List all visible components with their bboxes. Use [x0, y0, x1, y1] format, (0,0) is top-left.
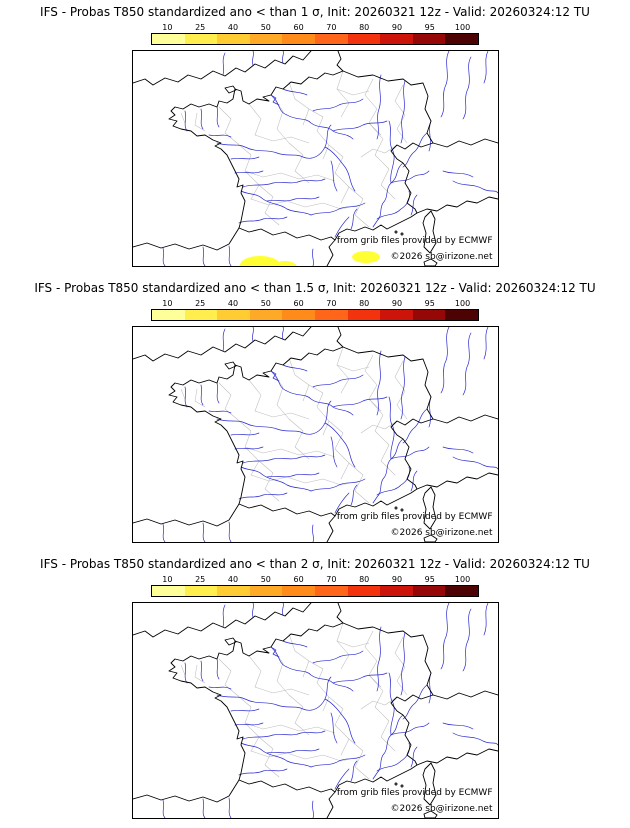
forecast-panel-1point5sigma: IFS - Probas T850 standardized ano < tha…: [0, 276, 630, 552]
colorbar-tick-label: 25: [195, 299, 206, 308]
probability-patch: [351, 251, 380, 263]
probability-patch: [239, 256, 280, 266]
france-map: from grib files provided by ECMWF ©2026 …: [131, 602, 499, 819]
colorbar-segment: [217, 586, 250, 596]
colorbar-gradient: [151, 585, 479, 597]
colorbar-segment: [412, 34, 446, 44]
france-map-svg: [132, 51, 498, 266]
credit-copyright-text: ©2026 sb@irizone.net: [390, 252, 493, 262]
colorbar-tick-label: 100: [454, 23, 471, 32]
colorbar-segment: [217, 310, 250, 320]
colorbar-segment: [282, 586, 315, 596]
colorbar-tick-label: 95: [424, 575, 435, 584]
colorbar-segment: [249, 586, 283, 596]
colorbar-segment: [445, 310, 478, 320]
france-map-geometry: [132, 51, 498, 266]
colorbar-tick-label: 50: [260, 575, 271, 584]
colorbar-tick-label: 10: [162, 575, 173, 584]
colorbar-segment: [152, 34, 185, 44]
colorbar-tick-label: 100: [454, 299, 471, 308]
colorbar-tick-label: 70: [326, 23, 337, 32]
probability-patch: [272, 261, 297, 266]
colorbar-segment: [347, 586, 381, 596]
colorbar-segment: [445, 34, 478, 44]
colorbar-segment: [412, 310, 446, 320]
colorbar-segment: [184, 586, 218, 596]
colorbar-segment: [152, 586, 185, 596]
colorbar-tick-label: 60: [293, 23, 304, 32]
colorbar-tick-label: 95: [424, 299, 435, 308]
colorbar-tick-label: 95: [424, 23, 435, 32]
colorbar-tick-label: 10: [162, 299, 173, 308]
colorbar-tick-label: 60: [293, 575, 304, 584]
colorbar-segment: [184, 310, 218, 320]
colorbar-segment: [314, 586, 348, 596]
colorbar-tick-label: 50: [260, 23, 271, 32]
colorbar-tick-label: 90: [391, 299, 403, 308]
colorbar-tick-row: 10 25 40 50 60 70 80 90 95 100: [151, 575, 479, 584]
colorbar-segment: [184, 34, 218, 44]
colorbar-tick-label: 80: [359, 575, 370, 584]
colorbar-segment: [282, 34, 315, 44]
colorbar-tick-label: 80: [359, 299, 370, 308]
colorbar-tick-label: 25: [195, 575, 206, 584]
france-map-svg: [132, 327, 498, 542]
credit-copyright-text: ©2026 sb@irizone.net: [390, 528, 493, 538]
colorbar-segment: [217, 34, 250, 44]
colorbar-segment: [412, 586, 446, 596]
colorbar-tick-label: 90: [391, 23, 403, 32]
credit-copyright-text: ©2026 sb@irizone.net: [390, 804, 493, 814]
colorbar-tick-label: 70: [326, 575, 337, 584]
colorbar-segment: [249, 310, 283, 320]
colorbar-tick-row: 10 25 40 50 60 70 80 90 95 100: [151, 299, 479, 308]
colorbar-tick-label: 70: [326, 299, 337, 308]
colorbar-tick-label: 40: [227, 575, 239, 584]
colorbar-gradient: [151, 33, 479, 45]
colorbar-tick-label: 50: [260, 299, 271, 308]
france-map-geometry: [132, 603, 498, 818]
colorbar-segment: [380, 586, 413, 596]
colorbar-segment: [314, 310, 348, 320]
colorbar-tick-label: 25: [195, 23, 206, 32]
panel-title: IFS - Probas T850 standardized ano < tha…: [40, 5, 590, 19]
credit-source-text: from grib files provided by ECMWF: [336, 236, 493, 246]
colorbar-tick-row: 10 25 40 50 60 70 80 90 95 100: [151, 23, 479, 32]
france-map: from grib files provided by ECMWF ©2026 …: [131, 50, 499, 267]
france-map: from grib files provided by ECMWF ©2026 …: [131, 326, 499, 543]
colorbar-segment: [249, 34, 283, 44]
colorbar-segment: [380, 34, 413, 44]
probability-patches: [239, 251, 380, 266]
france-map-svg: [132, 603, 498, 818]
colorbar-tick-label: 80: [359, 23, 370, 32]
probability-colorbar: 10 25 40 50 60 70 80 90 95 100: [151, 575, 479, 597]
colorbar-segment: [445, 586, 478, 596]
colorbar-segment: [282, 310, 315, 320]
probability-colorbar: 10 25 40 50 60 70 80 90 95 100: [151, 299, 479, 321]
colorbar-tick-label: 60: [293, 299, 304, 308]
colorbar-tick-label: 90: [391, 575, 403, 584]
colorbar-segment: [347, 310, 381, 320]
colorbar-tick-label: 10: [162, 23, 173, 32]
colorbar-gradient: [151, 309, 479, 321]
colorbar-segment: [347, 34, 381, 44]
probability-colorbar: 10 25 40 50 60 70 80 90 95 100: [151, 23, 479, 45]
panel-title: IFS - Probas T850 standardized ano < tha…: [40, 557, 590, 571]
credit-source-text: from grib files provided by ECMWF: [336, 788, 493, 798]
colorbar-segment: [152, 310, 185, 320]
credit-source-text: from grib files provided by ECMWF: [336, 512, 493, 522]
forecast-panel-1sigma: IFS - Probas T850 standardized ano < tha…: [0, 0, 630, 276]
colorbar-tick-label: 40: [227, 23, 239, 32]
colorbar-tick-label: 40: [227, 299, 239, 308]
forecast-panel-2sigma: IFS - Probas T850 standardized ano < tha…: [0, 552, 630, 828]
colorbar-tick-label: 100: [454, 575, 471, 584]
colorbar-segment: [380, 310, 413, 320]
france-map-geometry: [132, 327, 498, 542]
panel-title: IFS - Probas T850 standardized ano < tha…: [34, 281, 596, 295]
colorbar-segment: [314, 34, 348, 44]
